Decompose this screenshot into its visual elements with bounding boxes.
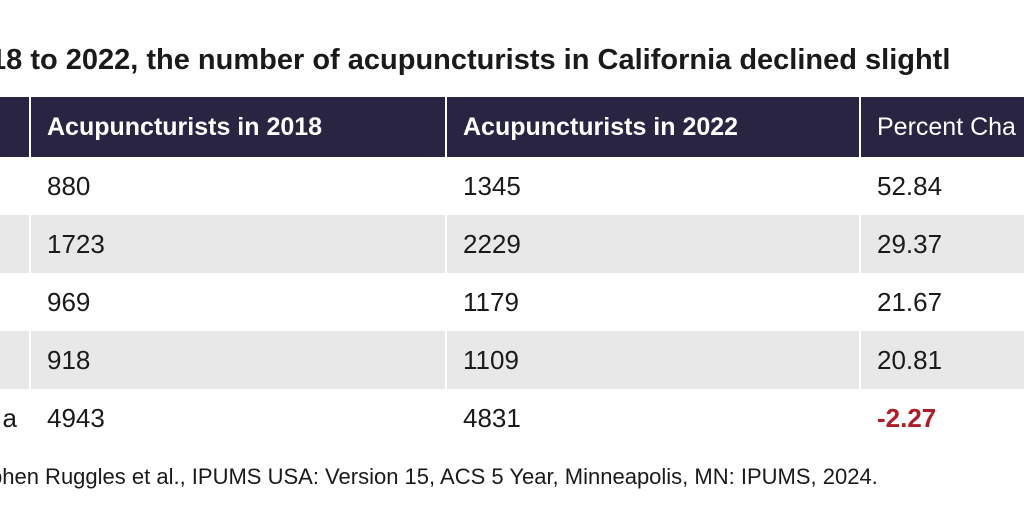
- cell-percent-change: -2.27: [860, 389, 1024, 447]
- cell-state: a: [0, 389, 31, 447]
- cell-2018: 1723: [30, 215, 447, 273]
- cell-2022: 4831: [446, 389, 861, 447]
- cell-percent-change: 20.81: [860, 331, 1024, 389]
- cell-2018: 969: [30, 273, 447, 331]
- table-title: 18 to 2022, the number of acupuncturists…: [0, 44, 951, 76]
- header-2018: Acupuncturists in 2018: [30, 97, 447, 157]
- table-row: 1723 2229 29.37: [0, 215, 1024, 273]
- cell-percent-change: 21.67: [860, 273, 1024, 331]
- table-row: 918 1109 20.81: [0, 331, 1024, 389]
- table-row: a 4943 4831 -2.27: [0, 389, 1024, 447]
- cell-2018: 880: [30, 157, 447, 215]
- table-row: 880 1345 52.84: [0, 157, 1024, 215]
- cell-2022: 1109: [446, 331, 861, 389]
- source-note: phen Ruggles et al., IPUMS USA: Version …: [0, 464, 878, 489]
- cell-state: [0, 331, 31, 389]
- header-state: [0, 97, 31, 157]
- cell-percent-change: 52.84: [860, 157, 1024, 215]
- data-table: Acupuncturists in 2018 Acupuncturists in…: [0, 97, 1024, 447]
- cell-2022: 1345: [446, 157, 861, 215]
- header-percent-change: Percent Cha: [860, 97, 1024, 157]
- cell-state: [0, 157, 31, 215]
- cell-2022: 1179: [446, 273, 861, 331]
- table-row: 969 1179 21.67: [0, 273, 1024, 331]
- cell-2018: 918: [30, 331, 447, 389]
- table-container: Acupuncturists in 2018 Acupuncturists in…: [0, 97, 1024, 447]
- header-2022: Acupuncturists in 2022: [446, 97, 861, 157]
- cell-2018: 4943: [30, 389, 447, 447]
- cell-percent-change: 29.37: [860, 215, 1024, 273]
- header-row: Acupuncturists in 2018 Acupuncturists in…: [0, 97, 1024, 157]
- table-body: 880 1345 52.84 1723 2229 29.37 969 1179 21.67 918…: [0, 157, 1024, 447]
- cell-state: [0, 273, 31, 331]
- cell-2022: 2229: [446, 215, 861, 273]
- cell-state: [0, 215, 31, 273]
